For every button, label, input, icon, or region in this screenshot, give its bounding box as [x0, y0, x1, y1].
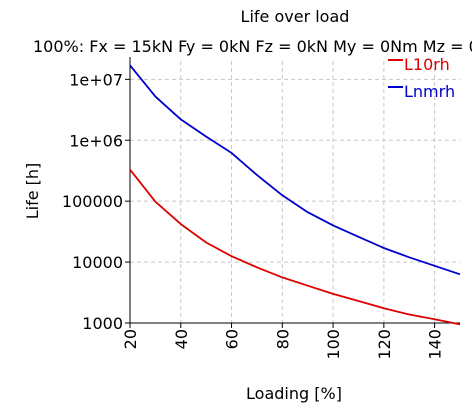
- x-tick-label: 20: [121, 329, 140, 349]
- legend-label-lnmrh: Lnmrh: [404, 82, 455, 101]
- x-tick-label: 140: [426, 329, 445, 360]
- x-tick-label: 60: [223, 329, 242, 349]
- chart-subtitle: 100%: Fx = 15kN Fy = 0kN Fz = 0kN My = 0…: [33, 37, 472, 56]
- y-tick-label: 100000: [62, 192, 123, 211]
- series-line-l10rh: [129, 169, 461, 326]
- x-tick-label: 40: [172, 329, 191, 349]
- series: [129, 64, 461, 326]
- y-tick-label: 1e+07: [69, 70, 123, 89]
- y-axis-label: Life [h]: [23, 163, 42, 220]
- y-tick-label: 10000: [72, 253, 123, 272]
- x-axis-label: Loading [%]: [246, 384, 342, 403]
- labels: Life over load 100%: Fx = 15kN Fy = 0kN …: [23, 7, 472, 403]
- chart-title: Life over load: [241, 7, 350, 26]
- legend: L10rh Lnmrh: [388, 55, 455, 101]
- x-tick-label: 120: [375, 329, 394, 360]
- series-line-lnmrh: [129, 64, 461, 276]
- x-tick-label: 80: [273, 329, 292, 349]
- axes: 20 40 60 80 100 120 140 1000 10000 100000 1e+06 1e+…: [62, 57, 460, 360]
- y-tick-label: 1000: [82, 314, 123, 333]
- x-tick-label: 100: [324, 329, 343, 360]
- y-tick-label: 1e+06: [69, 131, 123, 150]
- legend-label-l10rh: L10rh: [404, 55, 450, 74]
